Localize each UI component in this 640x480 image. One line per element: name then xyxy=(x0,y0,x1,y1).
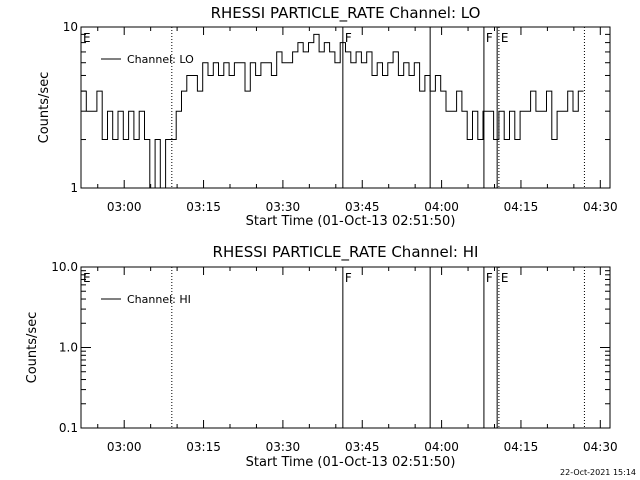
x-tick-label: 04:15 xyxy=(504,200,539,214)
x-tick-label: 03:15 xyxy=(186,440,221,454)
y-tick-label: 1 xyxy=(70,181,78,195)
date-stamp: 22-Oct-2021 15:14 xyxy=(560,468,636,477)
legend-entry: Channel: LO xyxy=(127,53,194,66)
x-axis-label: Start Time (01-Oct-13 02:51:50) xyxy=(246,455,456,470)
x-tick-label: 04:30 xyxy=(583,200,618,214)
y-tick-label: 0.1 xyxy=(59,421,78,435)
x-tick-label: 03:30 xyxy=(266,200,301,214)
legend-entry: Channel: HI xyxy=(127,293,191,306)
marker-label: F xyxy=(486,271,493,285)
plot-frame xyxy=(80,266,611,429)
chart-title: RHESSI PARTICLE_RATE Channel: LO xyxy=(211,4,481,23)
y-tick-label: 1.0 xyxy=(59,341,78,355)
marker-label: E xyxy=(501,271,509,285)
chart-title: RHESSI PARTICLE_RATE Channel: HI xyxy=(213,243,479,262)
y-tick-label: 10 xyxy=(63,20,78,34)
marker-label: E xyxy=(83,271,91,285)
x-tick-label: 03:30 xyxy=(266,440,301,454)
y-axis-label: Counts/sec xyxy=(25,312,40,384)
x-tick-label: 03:45 xyxy=(345,440,380,454)
x-tick-label: 04:00 xyxy=(424,200,459,214)
y-axis-label: Counts/sec xyxy=(37,72,52,144)
marker-label: E xyxy=(501,31,509,45)
plot-frame xyxy=(80,26,611,189)
series-line xyxy=(81,33,584,189)
x-tick-label: 03:00 xyxy=(107,200,142,214)
marker-label: E xyxy=(83,31,91,45)
x-tick-label: 04:30 xyxy=(583,440,618,454)
panel-lo: RHESSI PARTICLE_RATE Channel: LO 03:00 03:… xyxy=(37,4,618,229)
y-tick-label: 10.0 xyxy=(51,260,78,274)
x-tick-label: 03:00 xyxy=(107,440,142,454)
x-axis-label: Start Time (01-Oct-13 02:51:50) xyxy=(246,214,456,229)
marker-label: F xyxy=(486,31,493,45)
x-tick-label: 04:00 xyxy=(424,440,459,454)
x-tick-label: 03:15 xyxy=(186,200,221,214)
marker-label: F xyxy=(345,31,352,45)
panel-hi: RHESSI PARTICLE_RATE Channel: HI 03:00 03:… xyxy=(25,243,618,470)
marker-label: F xyxy=(345,271,352,285)
x-tick-label: 03:45 xyxy=(345,200,380,214)
x-tick-label: 04:15 xyxy=(504,440,539,454)
